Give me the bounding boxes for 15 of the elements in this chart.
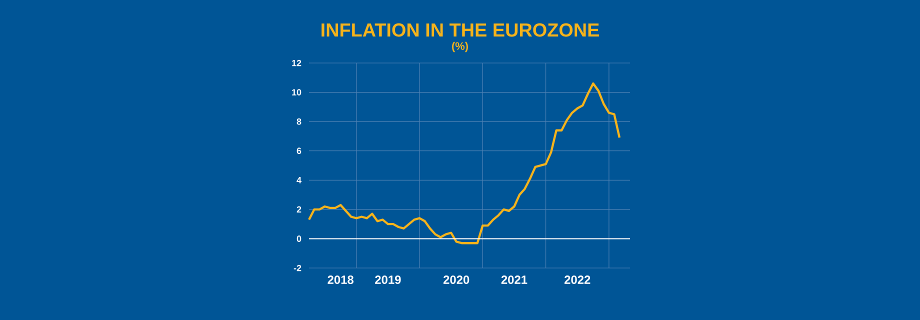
y-tick-label: 0 xyxy=(296,236,302,242)
y-tick-label: 6 xyxy=(296,148,302,154)
chart-subtitle: (%) xyxy=(452,42,468,52)
y-tick-label: 8 xyxy=(296,118,302,125)
y-tick-label: 4 xyxy=(296,177,302,184)
x-tick-label: 2018 xyxy=(328,276,354,284)
x-tick-label: 2021 xyxy=(501,276,528,284)
x-tick-label: 2020 xyxy=(443,276,470,284)
x-tick-label: 2022 xyxy=(564,276,590,284)
x-tick-label: 2019 xyxy=(375,276,401,284)
y-tick-label: 2 xyxy=(296,206,302,213)
chart-title: INFLATION IN THE EUROZONE xyxy=(322,23,599,37)
y-tick-label: -2 xyxy=(294,264,302,272)
y-tick-label: 12 xyxy=(292,60,302,66)
y-tick-label: 10 xyxy=(292,89,302,96)
